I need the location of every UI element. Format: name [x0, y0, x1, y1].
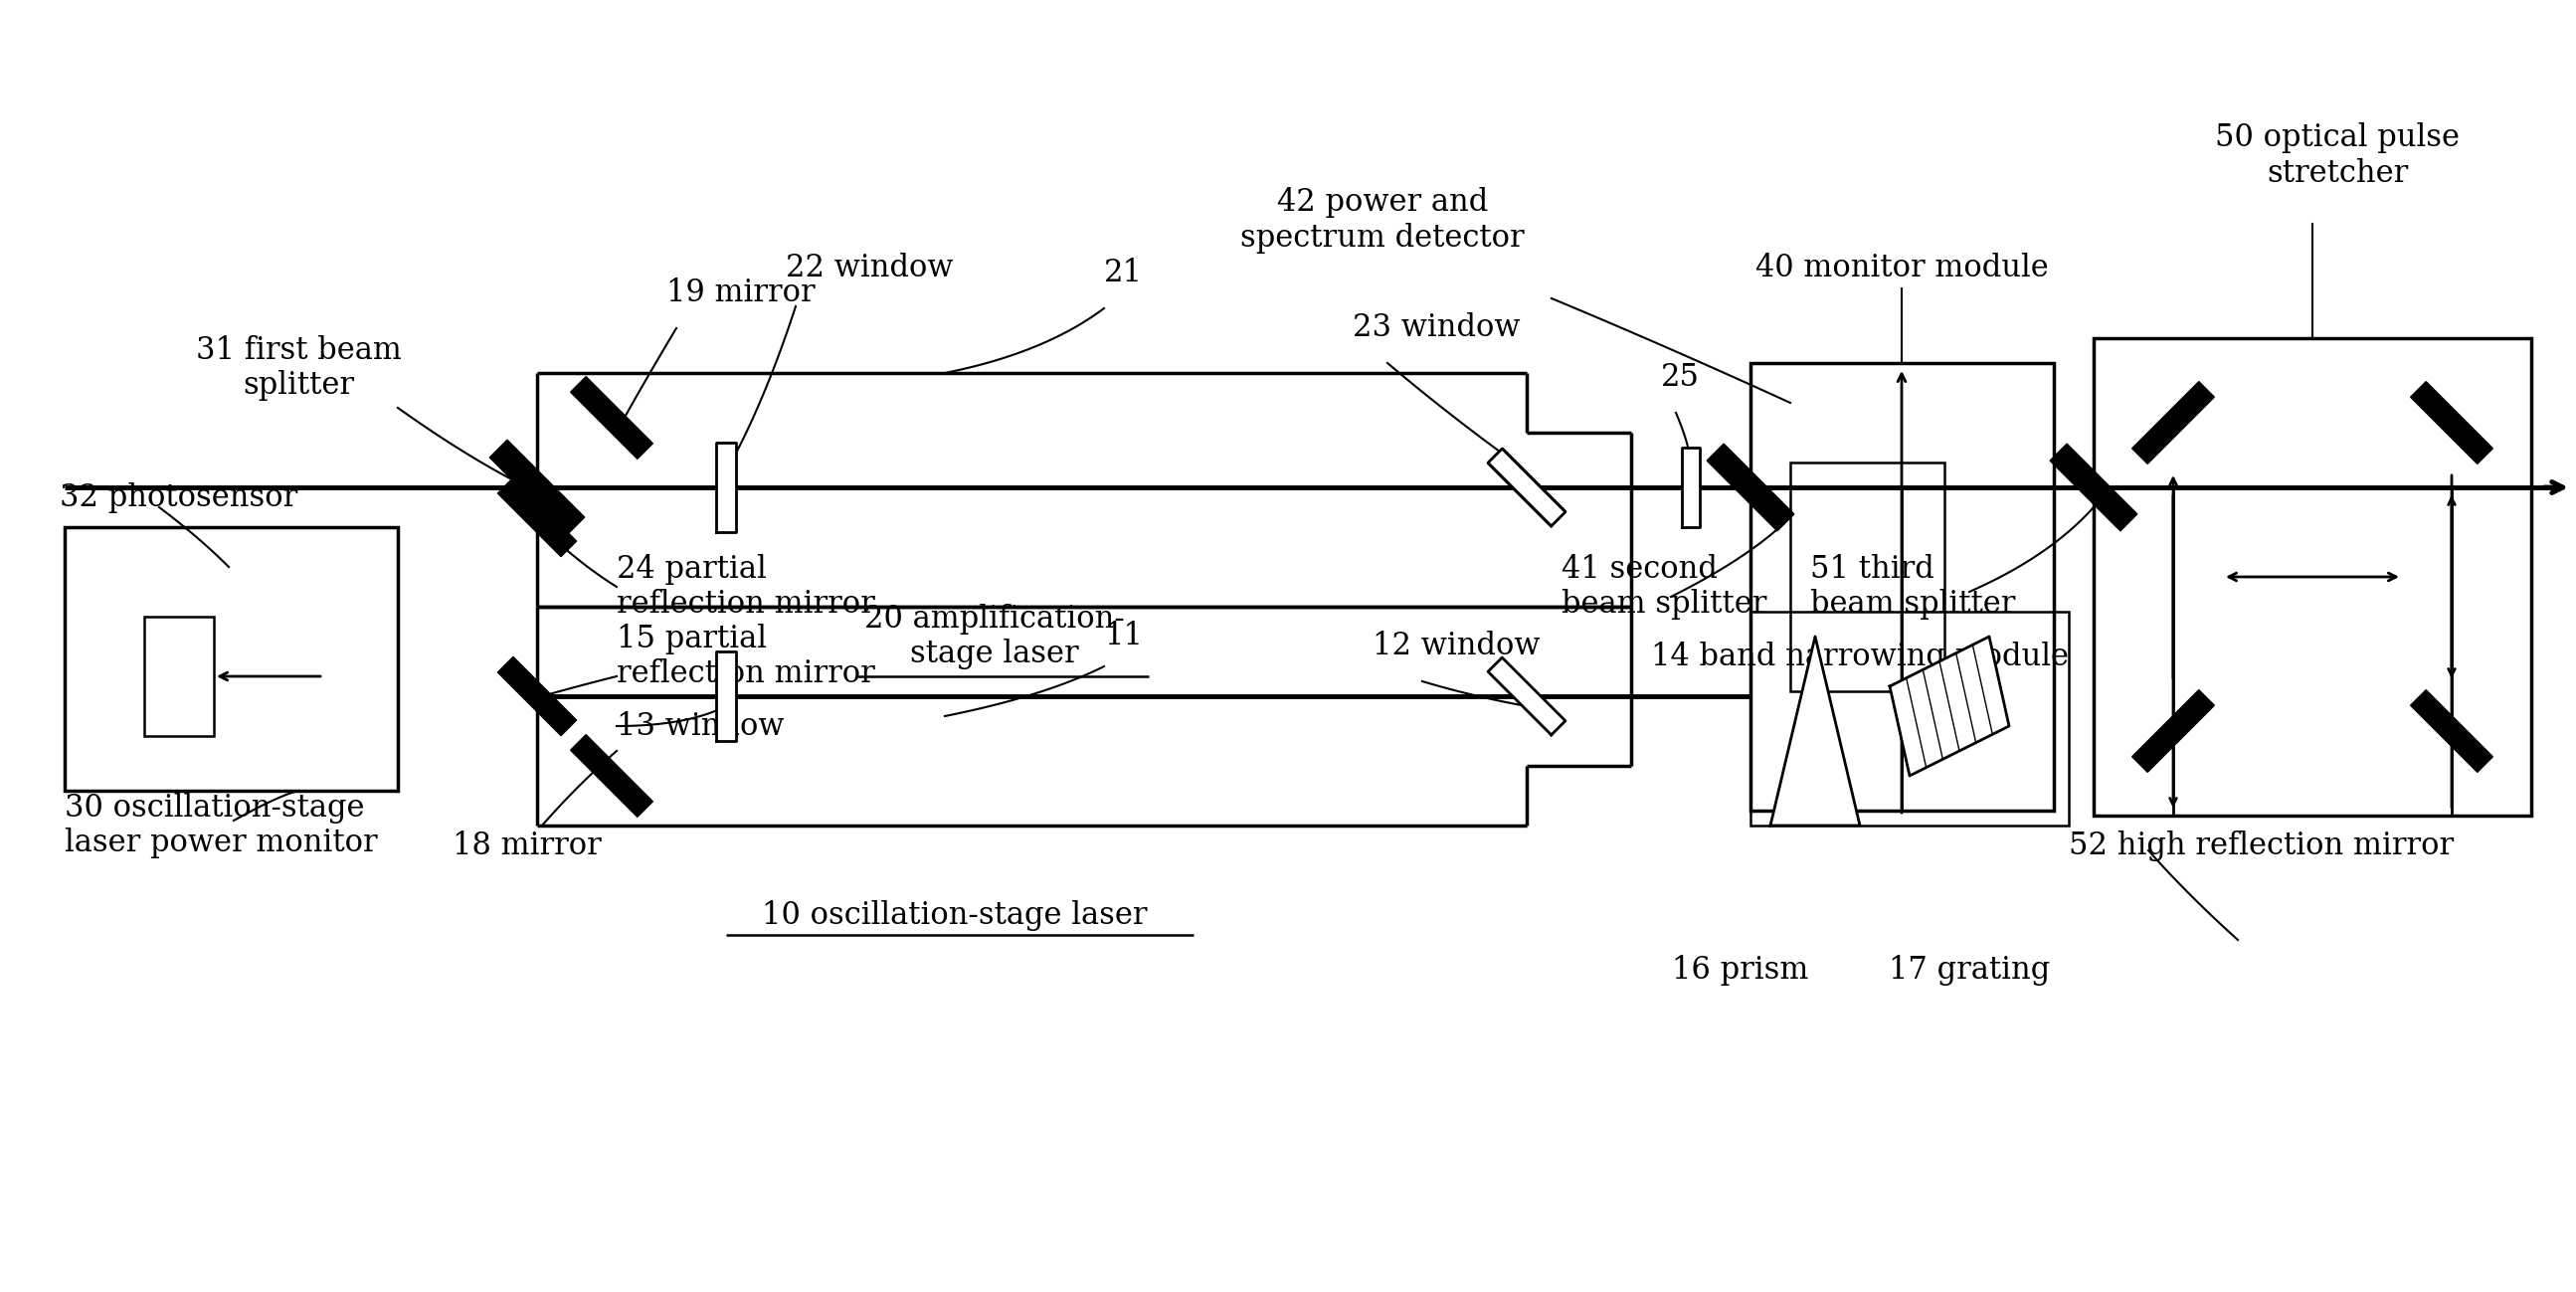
Polygon shape: [2411, 381, 2494, 464]
Text: 13 window: 13 window: [616, 711, 783, 742]
Text: 25: 25: [1662, 362, 1700, 393]
Polygon shape: [1489, 448, 1566, 526]
Text: 11: 11: [1105, 620, 1144, 651]
Text: 12 window: 12 window: [1373, 630, 1540, 662]
Text: 15 partial
reflection mirror: 15 partial reflection mirror: [616, 623, 876, 690]
Bar: [1790, 463, 1945, 691]
Polygon shape: [716, 443, 737, 532]
Text: 21: 21: [1105, 257, 1144, 288]
Bar: [2094, 339, 2532, 815]
Polygon shape: [489, 439, 585, 535]
Text: 41 second
beam splitter: 41 second beam splitter: [1561, 553, 1767, 620]
Text: 24 partial
reflection mirror: 24 partial reflection mirror: [616, 553, 876, 620]
Text: 20 amplification-
stage laser: 20 amplification- stage laser: [866, 603, 1126, 669]
Text: 40 monitor module: 40 monitor module: [1754, 253, 2048, 283]
Polygon shape: [2050, 443, 2138, 531]
Polygon shape: [1708, 443, 1793, 531]
Bar: [64, 527, 397, 791]
Text: 32 photosensor: 32 photosensor: [59, 482, 299, 513]
Polygon shape: [1770, 637, 1860, 826]
Bar: [1752, 611, 2069, 826]
Text: 52 high reflection mirror: 52 high reflection mirror: [2069, 829, 2455, 860]
Bar: [144, 616, 214, 736]
Text: 14 band narrowing module: 14 band narrowing module: [1651, 641, 2069, 672]
Text: 31 first beam
splitter: 31 first beam splitter: [196, 335, 402, 402]
Text: 42 power and
spectrum detector: 42 power and spectrum detector: [1242, 187, 1525, 253]
Text: 51 third
beam splitter: 51 third beam splitter: [1811, 553, 2014, 620]
Bar: [1752, 363, 2053, 810]
Polygon shape: [497, 656, 577, 735]
Polygon shape: [716, 651, 737, 742]
Polygon shape: [569, 376, 652, 459]
Polygon shape: [569, 735, 652, 817]
Text: 17 grating: 17 grating: [1888, 955, 2050, 986]
Text: 16 prism: 16 prism: [1672, 955, 1808, 986]
Polygon shape: [497, 478, 577, 557]
Text: 19 mirror: 19 mirror: [667, 278, 814, 309]
Polygon shape: [2133, 690, 2215, 773]
Polygon shape: [1891, 637, 2009, 775]
Polygon shape: [1489, 658, 1566, 735]
Text: 50 optical pulse
stretcher: 50 optical pulse stretcher: [2215, 123, 2460, 189]
Polygon shape: [1682, 447, 1700, 527]
Text: 18 mirror: 18 mirror: [453, 831, 603, 862]
Text: 10 oscillation-stage laser: 10 oscillation-stage laser: [762, 899, 1146, 930]
Text: 23 window: 23 window: [1352, 313, 1520, 344]
Polygon shape: [1486, 448, 1566, 527]
Polygon shape: [2133, 381, 2215, 464]
Polygon shape: [2411, 690, 2494, 773]
Text: 22 window: 22 window: [786, 253, 953, 283]
Text: 30 oscillation-stage
laser power monitor: 30 oscillation-stage laser power monitor: [64, 792, 379, 859]
